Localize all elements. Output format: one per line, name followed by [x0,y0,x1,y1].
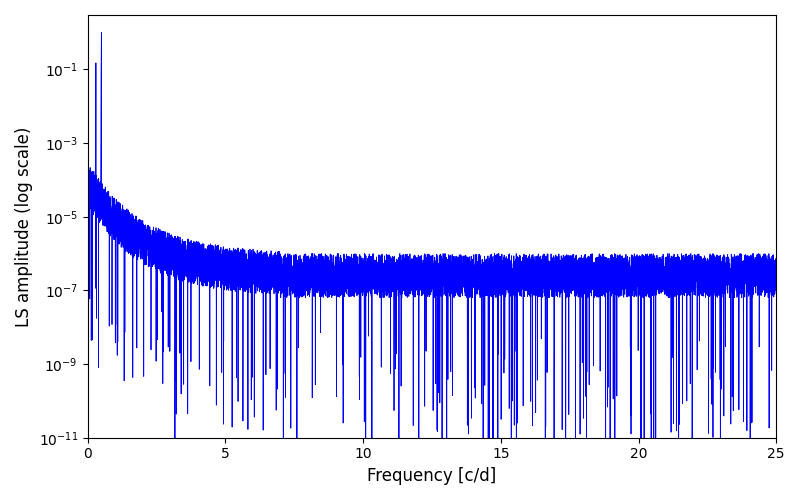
X-axis label: Frequency [c/d]: Frequency [c/d] [367,467,497,485]
Y-axis label: LS amplitude (log scale): LS amplitude (log scale) [15,126,33,326]
